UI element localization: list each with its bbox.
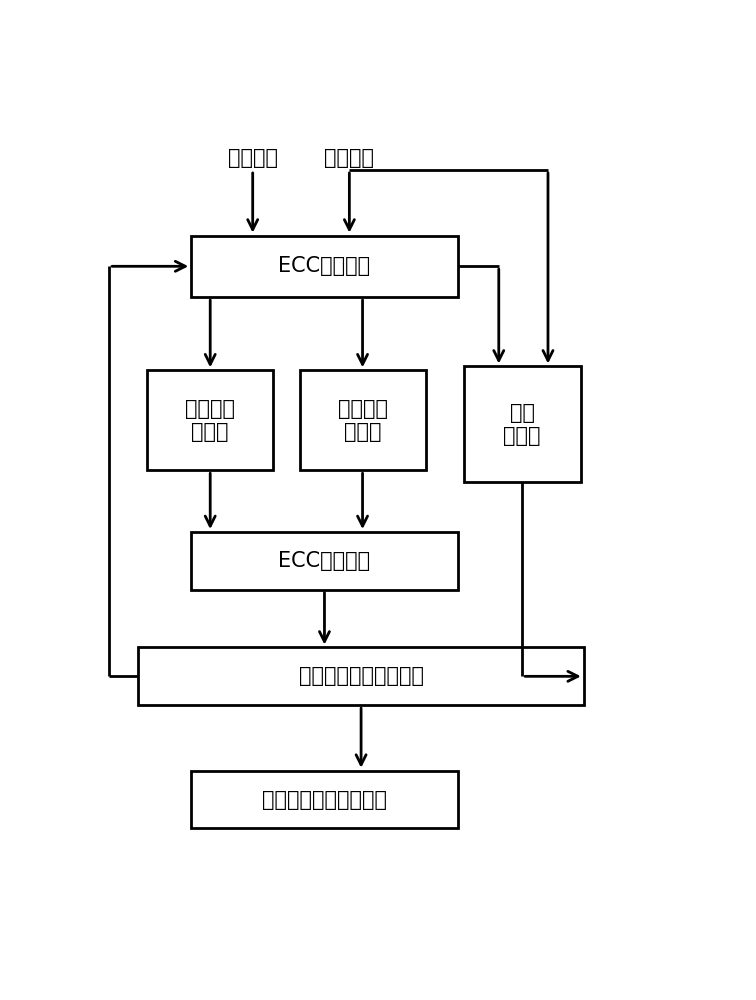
Text: ECC编码模块: ECC编码模块 [278, 256, 370, 276]
Text: 模型参数
存储器: 模型参数 存储器 [337, 399, 388, 442]
Bar [463, 366, 581, 482]
Text: 配置信息: 配置信息 [228, 148, 277, 168]
Text: 可配置神经元计算单元: 可配置神经元计算单元 [262, 790, 387, 810]
Bar [299, 370, 426, 470]
Text: 仲裁校正控制逻辑模块: 仲裁校正控制逻辑模块 [299, 666, 423, 686]
Bar [147, 370, 273, 470]
Text: ECC解码模块: ECC解码模块 [278, 551, 370, 571]
Text: 模型参数: 模型参数 [324, 148, 374, 168]
Bar [191, 771, 457, 828]
Bar [138, 647, 584, 705]
Text: 配置信息
存储器: 配置信息 存储器 [185, 399, 235, 442]
Bar [191, 532, 457, 590]
Text: 影子
存储器: 影子 存储器 [503, 403, 541, 446]
Bar [191, 235, 457, 297]
